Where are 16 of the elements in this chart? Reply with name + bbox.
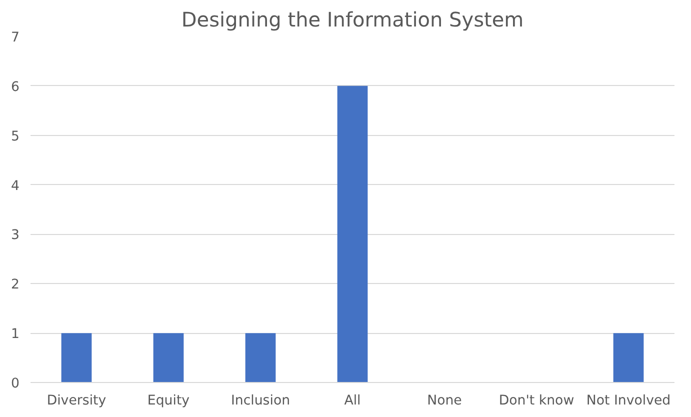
y-tick-label: 3 — [11, 228, 20, 244]
x-tick-label: None — [427, 394, 462, 408]
x-tick-label: All — [344, 394, 361, 408]
y-tick-label: 4 — [11, 178, 20, 194]
x-tick-label: Diversity — [46, 394, 106, 408]
y-tick-label: 0 — [11, 376, 20, 392]
y-tick-label: 5 — [11, 129, 20, 144]
x-tick-label: Not Involved — [586, 394, 671, 408]
y-tick-label: 6 — [11, 80, 20, 95]
y-tick-label: 7 — [11, 30, 20, 46]
y-tick-label: 1 — [11, 327, 20, 342]
x-tick-label: Equity — [147, 394, 190, 408]
chart-title: Designing the Information System — [181, 8, 524, 32]
x-tick-label: Inclusion — [230, 394, 290, 408]
y-tick-label: 2 — [11, 278, 20, 293]
x-tick-label: Don't know — [498, 394, 574, 408]
